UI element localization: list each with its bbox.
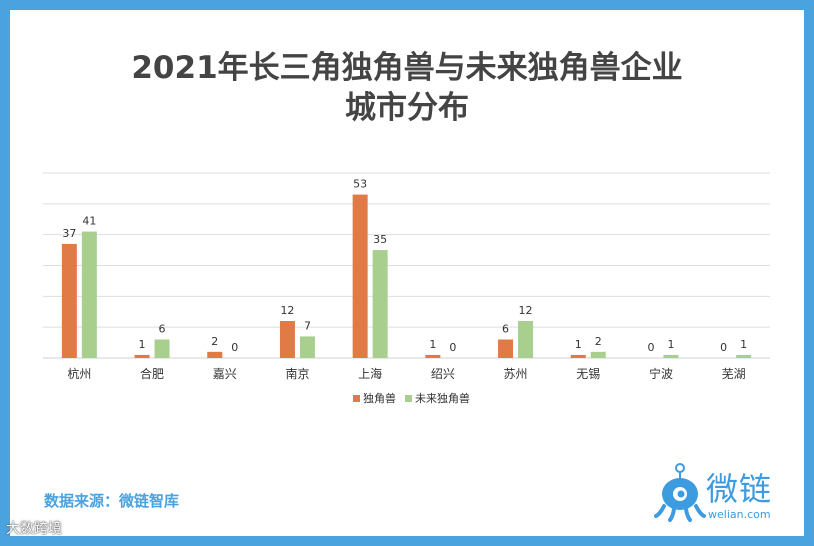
logo-text: 微链 bbox=[706, 470, 773, 508]
data-label: 1 bbox=[740, 338, 747, 351]
category-label: 上海 bbox=[358, 366, 382, 381]
category-label: 嘉兴 bbox=[213, 367, 237, 381]
category-label: 宁波 bbox=[649, 366, 673, 381]
data-label: 0 bbox=[720, 341, 727, 354]
data-label: 53 bbox=[353, 178, 367, 191]
bar-future bbox=[590, 351, 606, 358]
bar-future bbox=[663, 354, 679, 358]
data-label: 41 bbox=[82, 215, 96, 228]
data-label: 6 bbox=[502, 323, 509, 336]
watermark-text: 大数跨境 bbox=[6, 521, 62, 537]
bar-future bbox=[81, 231, 97, 358]
category-label: 南京 bbox=[285, 366, 309, 381]
logo-domain: welian.com bbox=[708, 508, 771, 521]
data-label: 37 bbox=[62, 227, 76, 240]
data-label: 35 bbox=[373, 233, 387, 246]
data-label: 1 bbox=[139, 338, 146, 351]
data-label: 1 bbox=[429, 338, 436, 351]
bar-unicorn bbox=[352, 194, 368, 358]
bar-future bbox=[372, 250, 388, 358]
category-label: 绍兴 bbox=[431, 367, 455, 381]
bar-unicorn bbox=[207, 351, 223, 358]
title-line-2: 城市分布 bbox=[345, 90, 469, 126]
data-label: 1 bbox=[667, 338, 674, 351]
legend-entry: 独角兽 bbox=[363, 391, 396, 405]
data-label: 0 bbox=[647, 341, 654, 354]
bar-unicorn bbox=[498, 339, 514, 358]
bar-future bbox=[736, 354, 752, 358]
bar-unicorn bbox=[134, 354, 150, 358]
bar-future bbox=[518, 321, 534, 358]
bar-unicorn bbox=[425, 354, 441, 358]
title-line-1: 2021年长三角独角兽与未来独角兽企业 bbox=[131, 50, 683, 86]
category-label: 杭州 bbox=[67, 366, 91, 381]
welian-logo: 微链 welian.com bbox=[650, 456, 800, 526]
data-label: 2 bbox=[595, 335, 602, 348]
data-source: 数据来源：微链智库 bbox=[44, 492, 180, 510]
data-label: 0 bbox=[449, 341, 456, 354]
bar-unicorn bbox=[61, 243, 77, 358]
data-label: 1 bbox=[575, 338, 582, 351]
bar-unicorn bbox=[570, 354, 586, 358]
data-label: 2 bbox=[211, 335, 218, 348]
bar-future bbox=[154, 339, 170, 358]
data-label: 12 bbox=[280, 304, 294, 317]
data-label: 12 bbox=[519, 304, 533, 317]
data-label: 7 bbox=[304, 319, 311, 332]
legend-swatch bbox=[405, 395, 412, 402]
category-label: 苏州 bbox=[504, 367, 528, 381]
octopus-mascot-icon bbox=[654, 463, 706, 522]
bar-unicorn bbox=[279, 321, 295, 358]
category-label: 合肥 bbox=[140, 366, 164, 381]
data-label: 0 bbox=[231, 341, 238, 354]
data-label: 6 bbox=[159, 323, 166, 336]
legend-swatch bbox=[353, 395, 360, 402]
category-label: 无锡 bbox=[576, 366, 600, 381]
bar-future bbox=[299, 336, 315, 358]
category-label: 芜湖 bbox=[722, 366, 746, 381]
legend-entry: 未来独角兽 bbox=[415, 391, 470, 405]
chart-card: 2021年长三角独角兽与未来独角兽企业 城市分布 37 41 杭州 1 6 合肥 2 0 嘉兴 1… bbox=[10, 10, 804, 536]
chart-title: 2021年长三角独角兽与未来独角兽企业 城市分布 bbox=[10, 48, 804, 128]
